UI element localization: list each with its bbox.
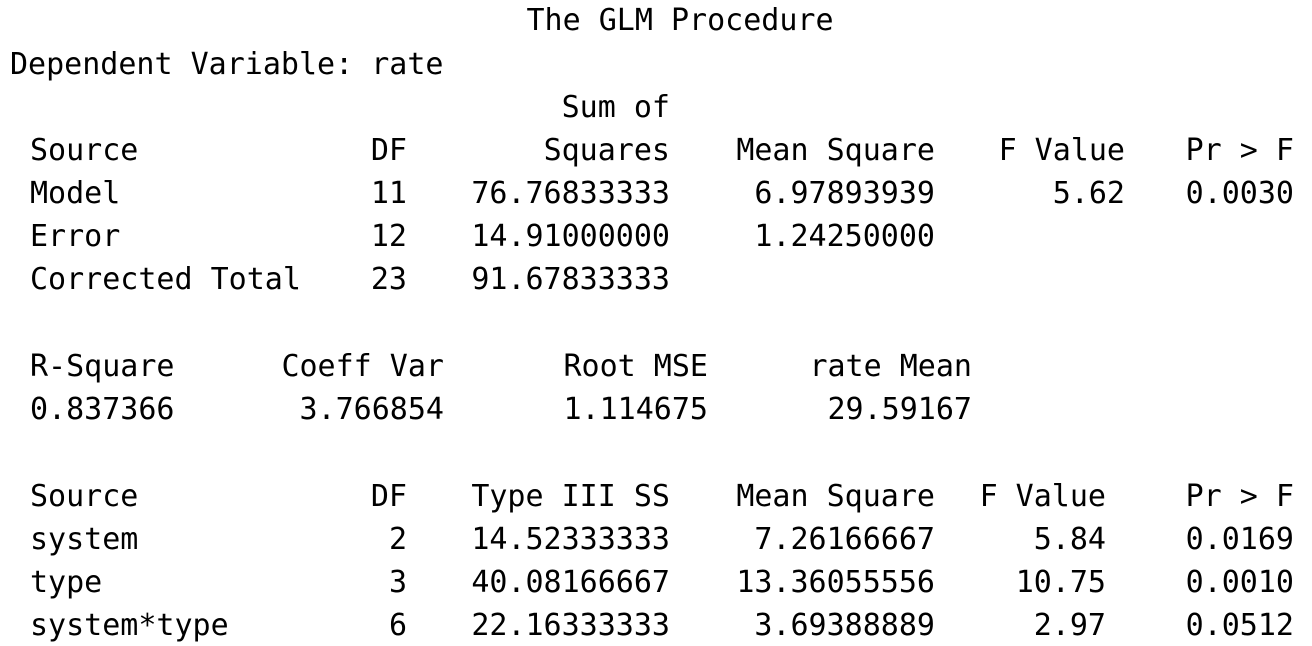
type3-header-f: F Value [979, 479, 1106, 514]
anova-row-df: 12 [370, 219, 407, 254]
anova-row-f: 5.62 [1052, 176, 1125, 211]
anova-header-ms: Mean Square [736, 133, 935, 168]
fit-header-rootmse: Root MSE [563, 349, 709, 384]
type3-row-source: system*type [30, 608, 229, 643]
anova-header-top: Sum of [561, 90, 670, 125]
anova-row-ss: 14.91000000 [471, 219, 670, 254]
dependent-variable-label: Dependent Variable: rate [10, 47, 444, 82]
type3-row-df: 6 [388, 608, 407, 643]
fit-value-rootmse: 1.114675 [563, 392, 709, 427]
type3-row-f: 5.84 [1033, 522, 1106, 557]
type3-row-ms: 3.69388889 [754, 608, 935, 643]
anova-header-df: DF [370, 133, 407, 168]
anova-header-source: Source [30, 133, 139, 168]
fit-value-coeffvar: 3.766854 [299, 392, 445, 427]
type3-header-ss: Type III SS [471, 479, 670, 514]
anova-row-ms: 1.24250000 [754, 219, 935, 254]
type3-row-df: 2 [388, 522, 407, 557]
type3-header-p: Pr > F [1185, 479, 1294, 514]
fit-value-rsquare: 0.837366 [30, 392, 175, 427]
type3-header-ms: Mean Square [736, 479, 935, 514]
type3-row-f: 2.97 [1033, 608, 1106, 643]
anova-row-ss: 91.67833333 [471, 262, 670, 297]
anova-header-ss: Squares [543, 133, 670, 168]
fit-header-ratemean: rate Mean [809, 349, 972, 384]
fit-value-ratemean: 29.59167 [827, 392, 973, 427]
type3-row-f: 10.75 [1015, 565, 1106, 600]
type3-row-ms: 13.36055556 [736, 565, 935, 600]
type3-row-df: 3 [388, 565, 407, 600]
anova-row-ss: 76.76833333 [471, 176, 670, 211]
type3-header-df: DF [370, 479, 407, 514]
anova-header-p: Pr > F [1185, 133, 1294, 168]
type3-row-ss: 14.52333333 [471, 522, 670, 557]
anova-row-ms: 6.97893939 [754, 176, 935, 211]
anova-row-source: Corrected Total [30, 262, 301, 297]
type3-row-source: type [30, 565, 103, 600]
anova-row-df: 11 [370, 176, 407, 211]
type3-row-p: 0.0512 [1185, 608, 1294, 643]
type3-header-source: Source [30, 479, 139, 514]
anova-row-source: Error [30, 219, 121, 254]
anova-header-f: F Value [998, 133, 1125, 168]
type3-row-p: 0.0010 [1185, 565, 1294, 600]
type3-row-ms: 7.26166667 [754, 522, 935, 557]
anova-row-df: 23 [370, 262, 407, 297]
anova-row-source: Model [30, 176, 121, 211]
type3-row-ss: 22.16333333 [471, 608, 670, 643]
anova-row-p: 0.0030 [1185, 176, 1294, 211]
type3-row-p: 0.0169 [1185, 522, 1294, 557]
fit-header-rsquare: R-Square [30, 349, 175, 384]
type3-row-ss: 40.08166667 [471, 565, 670, 600]
fit-header-coeffvar: Coeff Var [281, 349, 444, 384]
procedure-title: The GLM Procedure [526, 3, 834, 38]
type3-row-source: system [30, 522, 139, 557]
